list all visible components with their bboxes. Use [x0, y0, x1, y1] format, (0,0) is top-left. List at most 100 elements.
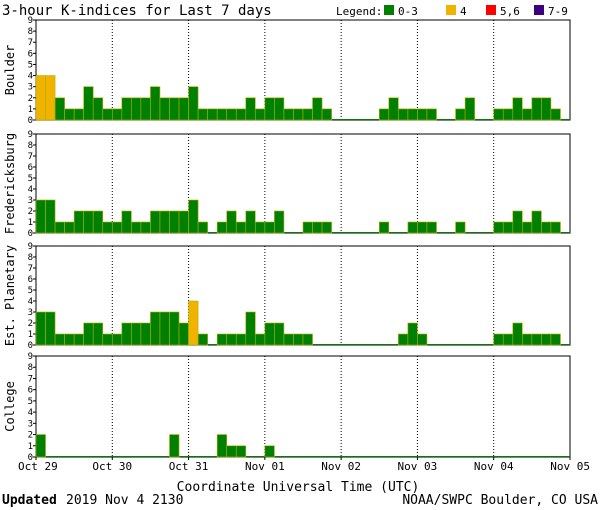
k-index-bar	[493, 108, 504, 121]
legend-item-label-3: 7-9	[548, 5, 568, 18]
x-tick-label: Oct 30	[92, 460, 132, 473]
k-index-bar	[378, 221, 390, 234]
y-tick-label: 9	[28, 352, 33, 362]
y-tick-label: 7	[28, 152, 33, 162]
k-index-bar	[502, 108, 514, 121]
k-index-bar	[73, 108, 84, 121]
k-index-bar	[178, 210, 189, 234]
y-tick-label: 3	[28, 308, 33, 318]
k-index-bar	[35, 311, 46, 346]
k-index-bar	[54, 221, 65, 234]
k-index-bar	[111, 221, 123, 234]
y-tick-label: 1	[28, 442, 33, 452]
k-index-bar	[426, 221, 437, 234]
k-index-bar	[226, 333, 237, 346]
station-label-0: Boulder	[3, 45, 17, 96]
k-index-bar	[378, 108, 390, 121]
k-index-bar	[131, 322, 142, 346]
k-index-bar	[150, 311, 161, 346]
k-index-bar	[188, 86, 199, 121]
k-index-bar	[264, 221, 275, 234]
k-index-bar	[283, 333, 294, 346]
k-index-bar	[102, 221, 113, 234]
k-index-bar	[245, 97, 256, 121]
y-tick-label: 5	[28, 60, 33, 70]
y-tick-label: 7	[28, 264, 33, 274]
y-tick-label: 2	[28, 319, 33, 329]
k-index-bar	[131, 221, 142, 234]
k-index-bar	[216, 333, 228, 346]
source-credit: NOAA/SWPC Boulder, CO USA	[402, 493, 598, 508]
k-index-bar	[531, 97, 542, 121]
k-index-bar	[426, 108, 437, 121]
y-tick-label: 7	[28, 38, 33, 48]
k-index-bar	[54, 333, 65, 346]
updated-value: 2019 Nov 4 2130	[66, 493, 183, 508]
panel-frame	[35, 245, 571, 346]
station-label-2: Est. Planetary	[3, 245, 17, 346]
k-index-bar	[502, 333, 514, 346]
k-index-bar	[522, 108, 533, 121]
k-index-bar	[321, 108, 332, 121]
legend-swatch-1	[446, 5, 456, 15]
k-index-bar	[216, 108, 228, 121]
y-tick-label: 8	[28, 141, 33, 151]
k-index-bar	[464, 97, 475, 121]
y-tick-label: 3	[28, 83, 33, 93]
y-tick-label: 0	[28, 229, 33, 239]
k-index-bar	[73, 333, 84, 346]
k-index-bar	[274, 97, 285, 121]
k-index-bar	[102, 333, 113, 346]
k-index-bar	[550, 221, 561, 234]
k-index-bar	[226, 445, 237, 458]
y-tick-label: 9	[28, 16, 33, 26]
k-index-bar	[150, 86, 161, 121]
k-index-bar	[207, 108, 218, 121]
k-index-bar	[140, 97, 151, 121]
k-index-bar	[140, 221, 151, 234]
k-index-bar	[407, 221, 418, 234]
k-index-bar	[522, 221, 533, 234]
k-index-bar	[54, 97, 65, 121]
k-index-bar	[83, 86, 94, 121]
y-tick-label: 0	[28, 341, 33, 351]
x-tick-label: Oct 31	[169, 460, 209, 473]
k-index-bar	[235, 445, 247, 458]
k-index-bar	[131, 97, 142, 121]
y-tick-label: 9	[28, 130, 33, 140]
panel-frame	[35, 133, 571, 234]
k-index-bar	[73, 210, 84, 234]
y-tick-label: 8	[28, 363, 33, 373]
k-index-bar	[159, 210, 170, 234]
y-tick-label: 7	[28, 374, 33, 384]
k-index-bar	[235, 108, 247, 121]
k-index-bar	[188, 199, 199, 234]
x-tick-label: Nov 03	[398, 460, 438, 473]
k-index-bar	[541, 221, 552, 234]
y-tick-label: 9	[28, 242, 33, 252]
k-index-bar	[407, 108, 418, 121]
k-index-bar	[140, 322, 151, 346]
x-tick-label: Nov 05	[550, 460, 590, 473]
k-index-bar	[550, 108, 561, 121]
k-index-bar	[398, 108, 409, 121]
y-tick-label: 4	[28, 408, 33, 418]
legend: Legend: 0-3 4 5,6 7-9	[336, 5, 568, 18]
k-index-bar	[169, 311, 180, 346]
x-tick-label: Oct 29	[18, 460, 58, 473]
k-index-bar	[150, 210, 161, 234]
k-index-bar	[541, 333, 552, 346]
legend-swatch-3	[534, 5, 544, 15]
k-index-bar	[274, 210, 285, 234]
k-index-bar	[512, 322, 523, 346]
y-tick-label: 1	[28, 330, 33, 340]
y-tick-label: 5	[28, 286, 33, 296]
k-index-bar	[293, 333, 304, 346]
y-tick-label: 8	[28, 27, 33, 37]
y-tick-label: 0	[28, 453, 33, 463]
legend-item-label-0: 0-3	[398, 5, 418, 18]
k-index-bar	[64, 108, 75, 121]
k-index-bar	[302, 221, 313, 234]
